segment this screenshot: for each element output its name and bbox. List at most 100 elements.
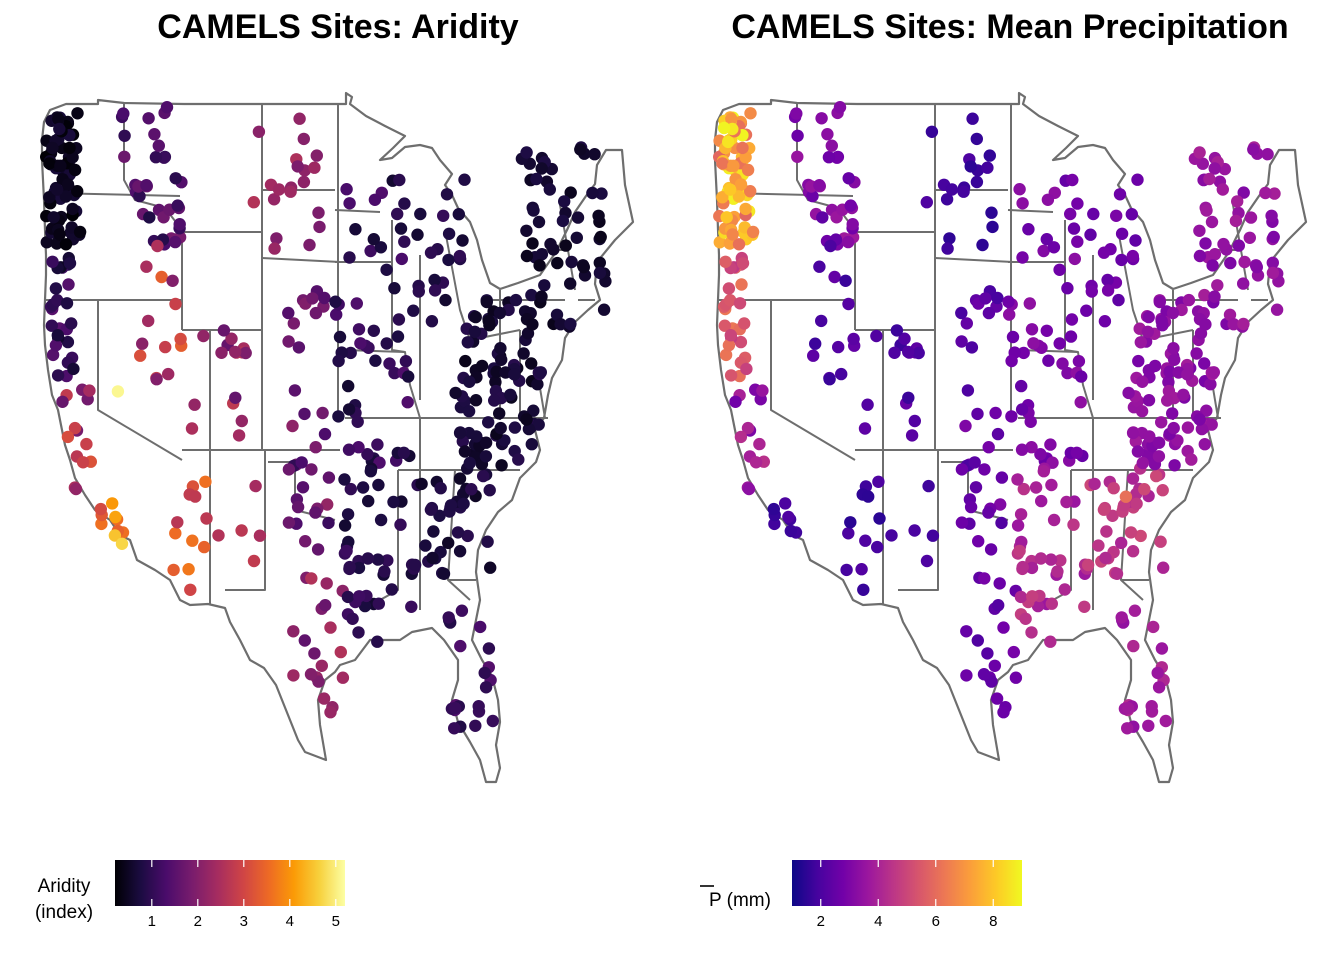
site-point (1190, 347, 1203, 360)
site-point (291, 160, 304, 173)
site-point (871, 540, 884, 554)
site-point (61, 335, 75, 349)
site-point (732, 238, 746, 251)
site-point (926, 529, 940, 542)
site-point (56, 395, 69, 408)
site-point (394, 222, 408, 235)
site-point (469, 394, 483, 407)
site-point (247, 196, 260, 209)
site-point (736, 141, 749, 155)
site-point (399, 355, 413, 368)
site-point (1002, 295, 1015, 308)
site-point (885, 529, 898, 542)
site-point (391, 330, 405, 343)
site-point (352, 441, 365, 454)
site-point (1267, 230, 1280, 244)
site-point (989, 406, 1002, 420)
site-point (1152, 436, 1166, 449)
site-point (297, 175, 311, 189)
site-point (535, 290, 548, 303)
site-point (305, 463, 318, 476)
site-point (356, 481, 370, 494)
site-point (986, 220, 999, 234)
site-point (1227, 318, 1240, 331)
site-point (440, 188, 454, 201)
site-point (1166, 306, 1180, 320)
site-point (342, 443, 356, 456)
site-point (756, 384, 769, 397)
site-point (352, 323, 366, 336)
site-point (338, 519, 352, 532)
site-point (1232, 239, 1245, 252)
site-point (1121, 722, 1134, 735)
site-point (791, 150, 804, 163)
site-point (66, 202, 79, 216)
site-point (1115, 253, 1128, 267)
site-point (189, 490, 202, 503)
site-point (1071, 197, 1084, 210)
site-point (1006, 330, 1020, 344)
site-point (428, 273, 441, 287)
site-point (49, 339, 63, 352)
site-point (784, 524, 797, 538)
site-point (1167, 421, 1180, 435)
site-point (140, 260, 153, 273)
site-point (527, 404, 540, 417)
site-point (197, 329, 210, 343)
site-point (317, 692, 331, 705)
state-boundary (97, 300, 183, 461)
site-point (1034, 448, 1047, 461)
site-point (1041, 193, 1055, 206)
site-point (1204, 378, 1217, 391)
site-point (724, 329, 737, 342)
site-point (716, 157, 729, 170)
site-point (977, 668, 991, 681)
site-point (564, 317, 577, 331)
site-point (971, 407, 984, 421)
site-point (247, 554, 261, 568)
site-point (966, 112, 979, 125)
site-point (166, 274, 179, 287)
site-point (531, 378, 544, 391)
state-boundary (934, 257, 1014, 263)
site-point (367, 233, 380, 246)
site-point (1156, 484, 1169, 497)
site-point (1011, 473, 1024, 486)
site-point (1084, 228, 1097, 241)
site-point (1035, 494, 1048, 508)
site-point (229, 345, 242, 359)
site-point (1025, 323, 1039, 336)
site-point (61, 178, 75, 191)
site-point (61, 430, 75, 444)
site-point (809, 337, 822, 350)
site-point (380, 337, 393, 350)
site-point (169, 235, 182, 249)
site-point (727, 159, 740, 172)
site-point (844, 516, 857, 529)
site-point (1268, 187, 1281, 200)
site-point (333, 330, 347, 344)
site-point (525, 357, 538, 370)
site-point (1115, 611, 1128, 624)
site-point (292, 341, 306, 354)
site-point (739, 151, 752, 164)
site-point (594, 230, 607, 244)
site-point (1208, 290, 1221, 303)
site-point (217, 324, 231, 337)
site-point (520, 249, 534, 263)
site-point (52, 112, 65, 126)
site-point (402, 370, 415, 383)
site-point (453, 249, 466, 263)
site-point (479, 436, 493, 449)
site-point (309, 441, 322, 454)
site-point (312, 206, 325, 219)
site-point (768, 517, 781, 531)
site-point (118, 129, 131, 142)
site-point (442, 253, 455, 267)
site-point (1034, 552, 1048, 565)
site-point (1054, 554, 1067, 567)
site-point (544, 237, 557, 251)
site-point (1206, 259, 1219, 272)
site-point (136, 337, 149, 350)
site-point (1097, 503, 1111, 516)
